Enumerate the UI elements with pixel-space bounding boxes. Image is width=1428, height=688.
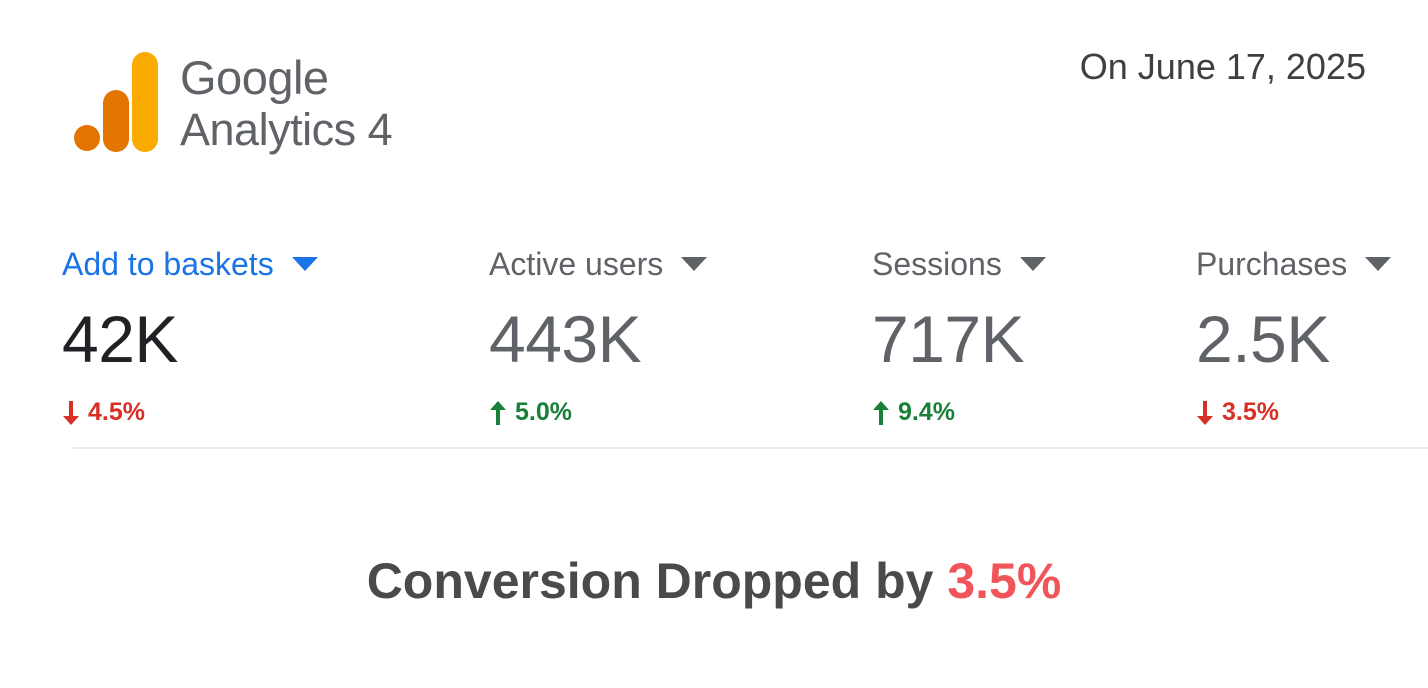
- metrics-divider: [73, 447, 1428, 449]
- metric-purchases[interactable]: Purchases 2.5K 3.5%: [1196, 244, 1392, 427]
- metric-value: 443K: [489, 302, 642, 376]
- caret-down-icon: [291, 257, 318, 271]
- metric-label: Purchases: [1196, 245, 1348, 282]
- caret-down-icon: [1365, 257, 1392, 271]
- arrow-down-icon: [63, 400, 79, 425]
- logo-product-label: Analytics: [180, 104, 356, 155]
- arrow-up-icon: [873, 400, 889, 425]
- metric-dropdown[interactable]: Active users: [489, 244, 708, 284]
- metric-label: Add to baskets: [62, 245, 274, 282]
- report-date: On June 17, 2025: [1079, 46, 1366, 87]
- metric-change: 5.0%: [489, 398, 707, 427]
- metric-change: 9.4%: [872, 398, 1046, 427]
- headline-value: 3.5%: [947, 553, 1062, 609]
- conversion-headline: Conversion Dropped by 3.5%: [0, 552, 1428, 610]
- metric-value: 42K: [62, 302, 178, 376]
- metric-change-value: 5.0%: [515, 398, 572, 426]
- metric-label: Sessions: [872, 245, 1002, 282]
- metric-change-value: 9.4%: [898, 398, 955, 426]
- headline-text: Conversion Dropped by: [366, 553, 948, 609]
- metric-value: 717K: [872, 302, 1025, 376]
- logo-product-name: Analytics 4: [180, 104, 393, 155]
- metric-change-value: 3.5%: [1222, 398, 1279, 426]
- metric-change-value: 4.5%: [88, 398, 145, 426]
- caret-down-icon: [681, 257, 708, 271]
- metric-dropdown[interactable]: Sessions: [872, 244, 1046, 284]
- metric-dropdown[interactable]: Purchases: [1196, 244, 1392, 284]
- arrow-down-icon: [1197, 400, 1213, 425]
- metric-change: 3.5%: [1196, 398, 1391, 427]
- google-analytics-logo: Google Analytics 4: [74, 52, 414, 162]
- metric-active-users[interactable]: Active users 443K 5.0%: [489, 244, 708, 427]
- metric-value: 2.5K: [1196, 302, 1330, 376]
- metric-sessions[interactable]: Sessions 717K 9.4%: [872, 244, 1046, 427]
- metric-change: 4.5%: [62, 398, 318, 427]
- metric-add-to-baskets[interactable]: Add to baskets 42K 4.5%: [62, 244, 318, 427]
- logo-brand-name: Google: [180, 51, 329, 104]
- caret-down-icon: [1019, 257, 1046, 271]
- analytics-logo-icon: [74, 52, 158, 152]
- logo-version: 4: [367, 104, 393, 155]
- metric-label: Active users: [489, 245, 664, 282]
- arrow-up-icon: [490, 400, 506, 425]
- metric-dropdown[interactable]: Add to baskets: [62, 244, 318, 284]
